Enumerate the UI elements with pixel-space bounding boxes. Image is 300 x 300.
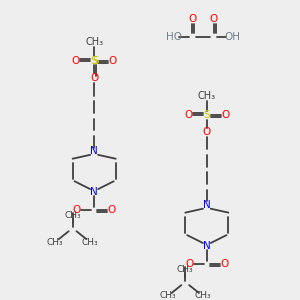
Text: S: S (203, 110, 210, 120)
Text: N: N (203, 200, 211, 210)
Text: O: O (221, 110, 230, 120)
Text: O: O (90, 74, 98, 83)
Text: S: S (91, 56, 98, 66)
Text: N: N (90, 146, 98, 156)
Text: CH₃: CH₃ (82, 238, 98, 247)
Text: O: O (210, 14, 218, 24)
Text: CH₃: CH₃ (195, 291, 211, 300)
Text: N: N (203, 241, 211, 251)
Text: O: O (188, 14, 196, 24)
Text: OH: OH (224, 32, 240, 42)
Text: S: S (93, 56, 99, 66)
Text: O: O (71, 56, 80, 66)
Text: O: O (108, 205, 116, 215)
Text: CH₃: CH₃ (159, 291, 176, 300)
Text: CH₃: CH₃ (198, 91, 216, 101)
Text: N: N (90, 187, 98, 197)
Text: CH₃: CH₃ (85, 37, 103, 47)
Text: O: O (185, 259, 193, 269)
Text: O: O (203, 127, 211, 137)
Text: HO: HO (166, 32, 182, 42)
Text: O: O (72, 205, 81, 215)
Text: CH₃: CH₃ (177, 265, 194, 274)
Text: CH₃: CH₃ (64, 211, 81, 220)
Text: O: O (220, 259, 229, 269)
Text: CH₃: CH₃ (46, 238, 63, 247)
Text: O: O (184, 110, 192, 120)
Text: O: O (109, 56, 117, 66)
